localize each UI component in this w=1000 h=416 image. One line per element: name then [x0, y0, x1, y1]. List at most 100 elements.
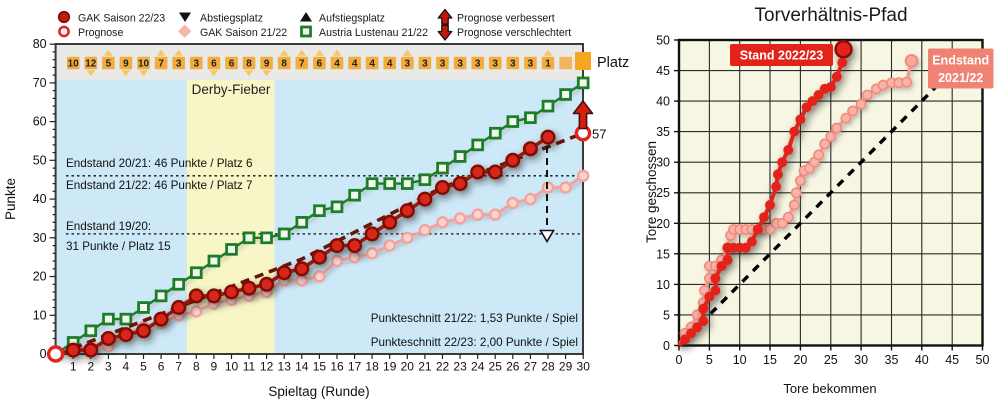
svg-text:4: 4	[123, 360, 130, 374]
svg-text:Endstand 20/21: 46 Punkte / Pl: Endstand 20/21: 46 Punkte / Platz 6	[66, 157, 252, 170]
svg-text:Punkteschnitt 22/23: 2,00 Punk: Punkteschnitt 22/23: 2,00 Punkte / Spiel	[371, 336, 578, 349]
svg-text:45: 45	[945, 353, 959, 367]
svg-text:19: 19	[383, 360, 397, 374]
svg-text:9: 9	[211, 360, 218, 374]
svg-text:9: 9	[123, 59, 129, 70]
svg-text:8: 8	[281, 59, 287, 70]
svg-text:22: 22	[436, 360, 450, 374]
svg-text:2: 2	[87, 360, 94, 374]
svg-text:6: 6	[317, 59, 323, 70]
svg-text:14: 14	[295, 360, 309, 374]
svg-text:0: 0	[676, 353, 683, 367]
svg-text:10: 10	[733, 353, 747, 367]
svg-text:80: 80	[33, 37, 47, 51]
svg-text:Abstiegsplatz: Abstiegsplatz	[200, 13, 263, 25]
svg-text:Endstand: Endstand	[932, 54, 989, 68]
svg-text:26: 26	[506, 360, 520, 374]
svg-text:6: 6	[229, 59, 235, 70]
svg-text:29: 29	[559, 360, 573, 374]
svg-text:7: 7	[175, 360, 182, 374]
svg-text:21: 21	[418, 360, 432, 374]
svg-text:31 Punkte / Platz 15: 31 Punkte / Platz 15	[66, 240, 171, 253]
svg-text:5: 5	[663, 308, 670, 322]
svg-text:25: 25	[489, 360, 503, 374]
svg-text:Punkte: Punkte	[3, 178, 18, 220]
svg-text:40: 40	[915, 353, 929, 367]
svg-text:1: 1	[545, 59, 551, 70]
svg-text:Austria Lustenau 21/22: Austria Lustenau 21/22	[319, 27, 428, 39]
svg-text:2021/22: 2021/22	[938, 71, 983, 85]
svg-text:3: 3	[105, 360, 112, 374]
svg-text:4: 4	[369, 59, 375, 70]
svg-text:8: 8	[193, 360, 200, 374]
svg-text:GAK Saison 21/22: GAK Saison 21/22	[200, 27, 287, 39]
svg-text:50: 50	[33, 153, 47, 167]
svg-text:9: 9	[264, 59, 270, 70]
svg-text:20: 20	[793, 353, 807, 367]
svg-text:18: 18	[365, 360, 379, 374]
svg-text:15: 15	[763, 353, 777, 367]
svg-text:Prognose verbessert: Prognose verbessert	[457, 13, 555, 25]
svg-text:23: 23	[453, 360, 467, 374]
svg-text:10: 10	[656, 278, 670, 292]
svg-text:15: 15	[313, 360, 327, 374]
svg-text:Punkteschnitt 21/22: 1,53 Punk: Punkteschnitt 21/22: 1,53 Punkte / Spiel	[371, 312, 578, 325]
svg-text:24: 24	[471, 360, 485, 374]
svg-text:12: 12	[260, 360, 274, 374]
svg-text:Tore bekommen: Tore bekommen	[783, 381, 876, 396]
svg-text:1: 1	[70, 360, 77, 374]
svg-text:12: 12	[85, 59, 97, 70]
svg-text:13: 13	[278, 360, 292, 374]
svg-text:17: 17	[348, 360, 362, 374]
svg-text:4: 4	[352, 59, 358, 70]
svg-text:Torverhältnis-Pfad: Torverhältnis-Pfad	[754, 5, 907, 26]
svg-text:Derby-Fieber: Derby-Fieber	[192, 82, 271, 97]
svg-text:4: 4	[387, 59, 393, 70]
svg-text:50: 50	[976, 353, 990, 367]
svg-text:3: 3	[475, 59, 481, 70]
svg-text:Prognose: Prognose	[78, 27, 123, 39]
svg-text:28: 28	[541, 360, 555, 374]
svg-text:35: 35	[885, 353, 899, 367]
svg-text:Endstand 19/20:: Endstand 19/20:	[66, 220, 151, 233]
svg-text:3: 3	[405, 59, 411, 70]
svg-text:Spieltag (Runde): Spieltag (Runde)	[268, 384, 369, 399]
svg-text:10: 10	[68, 59, 80, 70]
svg-text:6: 6	[211, 59, 217, 70]
svg-text:3: 3	[510, 59, 516, 70]
svg-text:10: 10	[225, 360, 239, 374]
svg-text:30: 30	[854, 353, 868, 367]
svg-text:6: 6	[158, 360, 165, 374]
svg-text:30: 30	[577, 360, 591, 374]
svg-text:10: 10	[138, 59, 150, 70]
svg-text:7: 7	[158, 59, 164, 70]
svg-text:20: 20	[401, 360, 415, 374]
svg-text:Stand 2022/23: Stand 2022/23	[740, 49, 823, 63]
svg-text:40: 40	[656, 95, 670, 109]
svg-text:3: 3	[440, 59, 446, 70]
svg-text:25: 25	[656, 186, 670, 200]
svg-text:Aufstiegsplatz: Aufstiegsplatz	[319, 13, 385, 25]
svg-text:10: 10	[33, 308, 47, 322]
svg-text:40: 40	[33, 192, 47, 206]
svg-text:20: 20	[33, 270, 47, 284]
svg-text:45: 45	[656, 64, 670, 78]
svg-text:5: 5	[706, 353, 713, 367]
svg-text:30: 30	[656, 156, 670, 170]
svg-text:3: 3	[422, 59, 428, 70]
svg-text:30: 30	[33, 231, 47, 245]
svg-text:3: 3	[492, 59, 498, 70]
svg-text:60: 60	[33, 115, 47, 129]
svg-text:11: 11	[243, 360, 256, 374]
svg-text:Endstand 21/22: 46 Punkte / Pl: Endstand 21/22: 46 Punkte / Platz 7	[66, 179, 252, 192]
svg-text:7: 7	[299, 59, 305, 70]
svg-text:Platz: Platz	[597, 55, 629, 71]
svg-text:70: 70	[33, 76, 47, 90]
svg-text:15: 15	[656, 247, 670, 261]
svg-text:Tore geschossen: Tore geschossen	[644, 141, 659, 243]
svg-text:4: 4	[334, 59, 340, 70]
svg-text:25: 25	[824, 353, 838, 367]
svg-text:3: 3	[528, 59, 534, 70]
svg-text:20: 20	[656, 217, 670, 231]
svg-text:8: 8	[246, 59, 252, 70]
